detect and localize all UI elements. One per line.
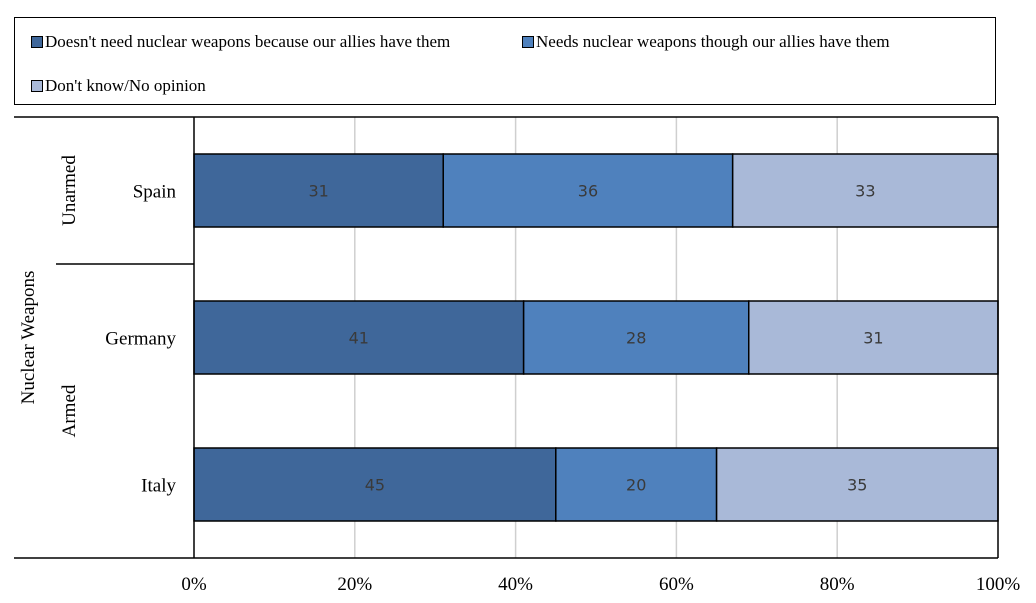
x-tick-label: 40% [498, 574, 533, 595]
legend-label-dont-know: Don't know/No opinion [45, 76, 206, 95]
category-label: Germany [105, 329, 176, 350]
value-label: 31 [863, 329, 883, 348]
x-tick-labels: 0% 20% 40% 60% 80% 100% [181, 574, 1020, 595]
plot-frame [14, 116, 999, 559]
legend-label-doesnt-need: Doesn't need nuclear weapons because our… [45, 32, 451, 51]
legend-item-needs: Needs nuclear weapons though our allies … [522, 32, 890, 52]
value-label: 28 [626, 329, 646, 348]
bar-segment [731, 153, 999, 228]
bar-segment [193, 447, 557, 522]
legend-swatch-dont-know [31, 80, 43, 92]
bar-segment [715, 447, 999, 522]
value-label: 31 [308, 182, 328, 201]
bar-segment [442, 153, 734, 228]
legend-item-doesnt-need: Doesn't need nuclear weapons because our… [31, 32, 450, 52]
bar-segment [522, 300, 750, 375]
legend-item-dont-know: Don't know/No opinion [31, 76, 206, 96]
group-label: Armed [59, 384, 80, 437]
bars: 31 36 33 41 28 31 45 20 35 [193, 153, 999, 522]
value-label: 41 [349, 329, 369, 348]
legend-swatch-doesnt-need [31, 36, 43, 48]
value-label: 36 [578, 182, 598, 201]
value-label: 35 [847, 476, 867, 495]
legend: Doesn't need nuclear weapons because our… [14, 17, 996, 105]
category-label: Spain [133, 182, 177, 203]
value-label: 33 [855, 182, 875, 201]
bar-segment [193, 300, 525, 375]
x-tick-label: 100% [976, 574, 1021, 595]
category-labels: Spain Germany Italy [105, 182, 176, 497]
group-labels: Unarmed Armed Nuclear Weapons [18, 155, 194, 437]
value-label: 20 [626, 476, 646, 495]
category-label: Italy [141, 476, 176, 497]
x-tick-label: 60% [659, 574, 694, 595]
value-label: 45 [365, 476, 385, 495]
legend-swatch-needs [522, 36, 534, 48]
x-tick-label: 80% [820, 574, 855, 595]
group-label: Unarmed [59, 155, 80, 226]
bar-segment [748, 300, 999, 375]
x-tick-label: 0% [181, 574, 207, 595]
legend-label-needs: Needs nuclear weapons though our allies … [536, 32, 890, 51]
x-tick-label: 20% [337, 574, 372, 595]
bar-segment [555, 447, 718, 522]
group-axis-label: Nuclear Weapons [18, 271, 39, 405]
